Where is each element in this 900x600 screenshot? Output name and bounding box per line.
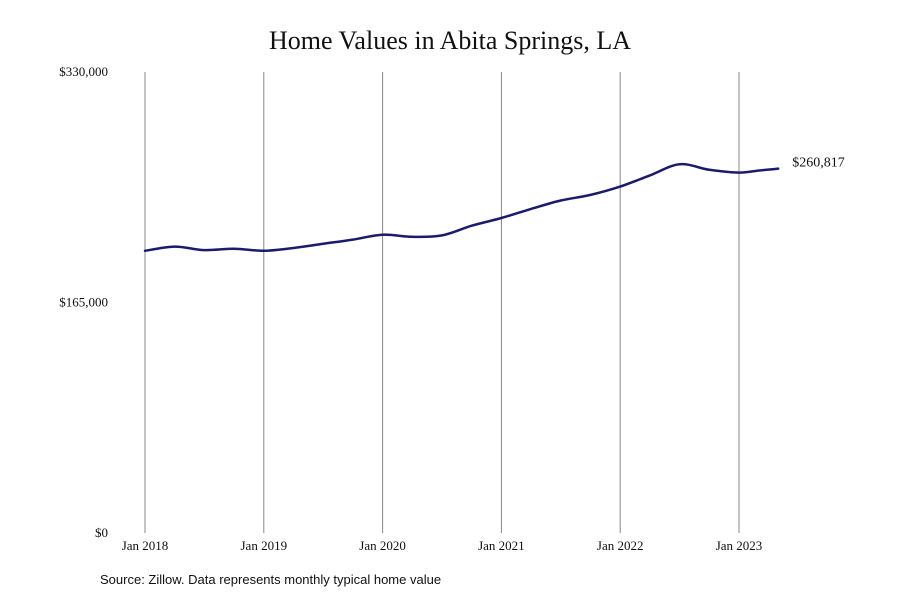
x-tick-label: Jan 2022: [597, 538, 644, 553]
x-tick-label: Jan 2019: [241, 538, 288, 553]
x-axis-tick-labels: Jan 2018 Jan 2019 Jan 2020 Jan 2021 Jan 2022…: [122, 538, 763, 553]
y-tick-label: $0: [95, 525, 108, 540]
y-tick-label: $165,000: [59, 295, 108, 310]
x-tick-label: Jan 2018: [122, 538, 169, 553]
y-tick-label: $330,000: [59, 64, 108, 79]
last-value-label: $260,817: [792, 156, 845, 171]
x-tick-label: Jan 2023: [716, 538, 763, 553]
y-axis-tick-labels: $0 $165,000 $330,000: [59, 64, 108, 540]
chart-title: Home Values in Abita Springs, LA: [268, 26, 632, 55]
series-layer: [143, 162, 780, 253]
source-note: Source: Zillow. Data represents monthly …: [100, 572, 442, 587]
x-tick-label: Jan 2021: [478, 538, 525, 553]
gridlines: [144, 72, 740, 533]
x-tick-label: Jan 2020: [359, 538, 406, 553]
series-line: [143, 162, 780, 253]
annotations: $260,817: [792, 156, 845, 171]
